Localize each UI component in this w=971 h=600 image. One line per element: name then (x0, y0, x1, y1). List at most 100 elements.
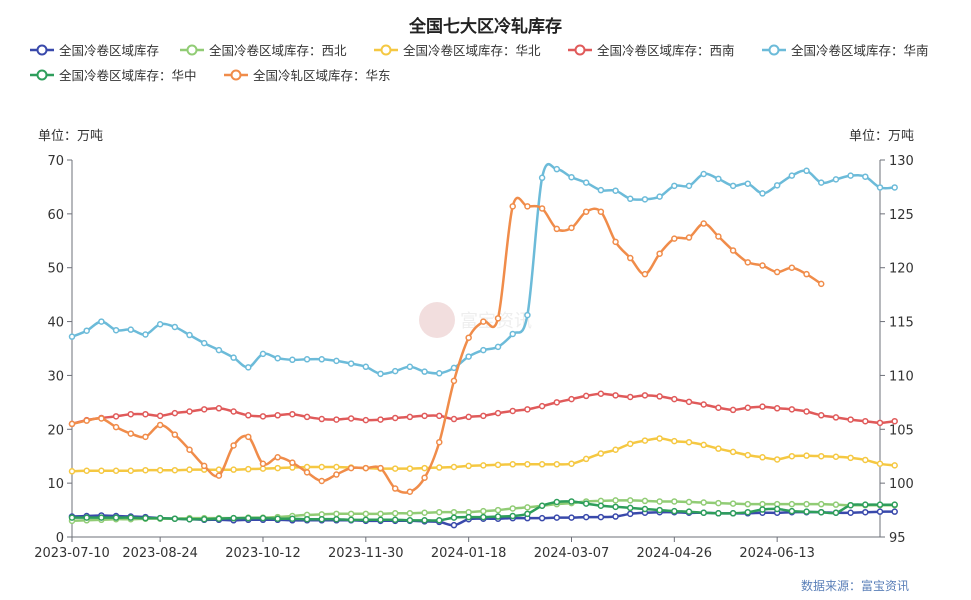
y-tick-label-right: 115 (889, 316, 914, 331)
data-point (597, 390, 605, 397)
data-point (847, 509, 854, 517)
data-point (553, 165, 561, 173)
data-point (612, 497, 619, 504)
data-point (259, 460, 267, 468)
data-point (788, 500, 796, 508)
data-point (744, 508, 752, 516)
data-point (656, 506, 663, 514)
data-point (98, 467, 105, 475)
data-point (480, 318, 487, 325)
y-tick-label-right: 125 (889, 208, 914, 223)
data-point (627, 497, 634, 504)
data-point (803, 500, 810, 508)
data-point (700, 499, 707, 506)
data-point (656, 250, 663, 257)
data-point (362, 516, 370, 524)
data-point (891, 417, 898, 425)
data-point (421, 368, 428, 375)
data-point (524, 311, 531, 319)
data-point (803, 167, 810, 175)
data-point (656, 393, 663, 400)
data-point (656, 498, 663, 505)
data-point (685, 398, 693, 406)
data-point (480, 346, 487, 354)
data-point (450, 463, 458, 471)
legend-label: 全国冷卷区域库存：华北 (403, 43, 541, 58)
data-point (406, 517, 414, 524)
data-point (553, 498, 561, 506)
data-point (362, 416, 370, 424)
data-point (200, 339, 208, 347)
legend-item[interactable]: 全国冷卷区域库存：华北 (374, 40, 541, 59)
data-point (876, 419, 884, 427)
data-point (715, 233, 722, 240)
data-point (436, 517, 443, 524)
data-point (333, 510, 340, 518)
data-point (494, 409, 502, 417)
data-point (612, 513, 619, 520)
data-point (245, 514, 252, 522)
data-point (112, 467, 120, 475)
data-point (391, 414, 399, 422)
data-point (68, 333, 76, 340)
data-point (318, 415, 325, 423)
data-point (656, 435, 663, 442)
data-point (494, 315, 502, 322)
legend-item[interactable]: 全国冷卷区域库存：西北 (180, 40, 347, 59)
data-point (98, 415, 105, 422)
legend-item[interactable]: 全国冷卷区域库存 (30, 40, 159, 59)
data-point (832, 501, 840, 508)
data-point (671, 235, 678, 242)
data-point (186, 408, 193, 415)
legend-item[interactable]: 全国冷卷区域库存：华中 (30, 65, 197, 84)
legend-item[interactable]: 全国冷轧区域库存：华东 (224, 65, 391, 84)
data-point (729, 500, 737, 507)
data-point (465, 334, 472, 341)
data-point (891, 184, 898, 191)
data-point (480, 462, 487, 469)
data-point (362, 464, 370, 472)
data-point (685, 438, 693, 446)
data-point (729, 406, 737, 414)
data-point (391, 510, 399, 517)
data-point (171, 409, 179, 417)
data-point (333, 515, 340, 523)
data-point (627, 393, 634, 401)
data-point (215, 472, 223, 479)
data-point (509, 505, 516, 512)
data-point (289, 410, 296, 418)
data-point (112, 423, 120, 431)
data-point (847, 454, 854, 462)
data-point (671, 437, 678, 445)
data-point (112, 326, 120, 334)
y-tick-label-left: 40 (47, 316, 64, 331)
data-point (509, 407, 516, 415)
data-point (803, 270, 810, 278)
data-point (127, 410, 135, 418)
legend-label: 全国冷卷区域库存：西北 (209, 43, 347, 58)
data-point (480, 507, 487, 515)
x-tick-label: 2023-08-24 (122, 546, 198, 561)
data-point (715, 404, 722, 411)
data-point (524, 461, 531, 468)
data-point (832, 176, 840, 183)
data-point (685, 234, 693, 241)
data-point (156, 321, 164, 328)
data-point (259, 514, 267, 522)
data-point (406, 465, 414, 472)
legend-item[interactable]: 全国冷卷区域库存：华南 (762, 40, 929, 59)
data-point (391, 485, 399, 492)
data-point (641, 497, 649, 505)
left-axis-unit-label: 单位：万吨 (38, 129, 103, 144)
data-point (788, 406, 796, 413)
y-tick-label-right: 120 (889, 262, 914, 277)
data-point (788, 452, 796, 460)
data-point (847, 172, 854, 179)
legend-item[interactable]: 全国冷卷区域库存：西南 (568, 40, 735, 59)
data-point (127, 467, 135, 475)
data-point (876, 508, 884, 515)
data-point (524, 510, 531, 518)
data-point (68, 468, 76, 475)
x-tick-label: 2023-10-12 (225, 546, 301, 561)
data-point (862, 417, 869, 425)
